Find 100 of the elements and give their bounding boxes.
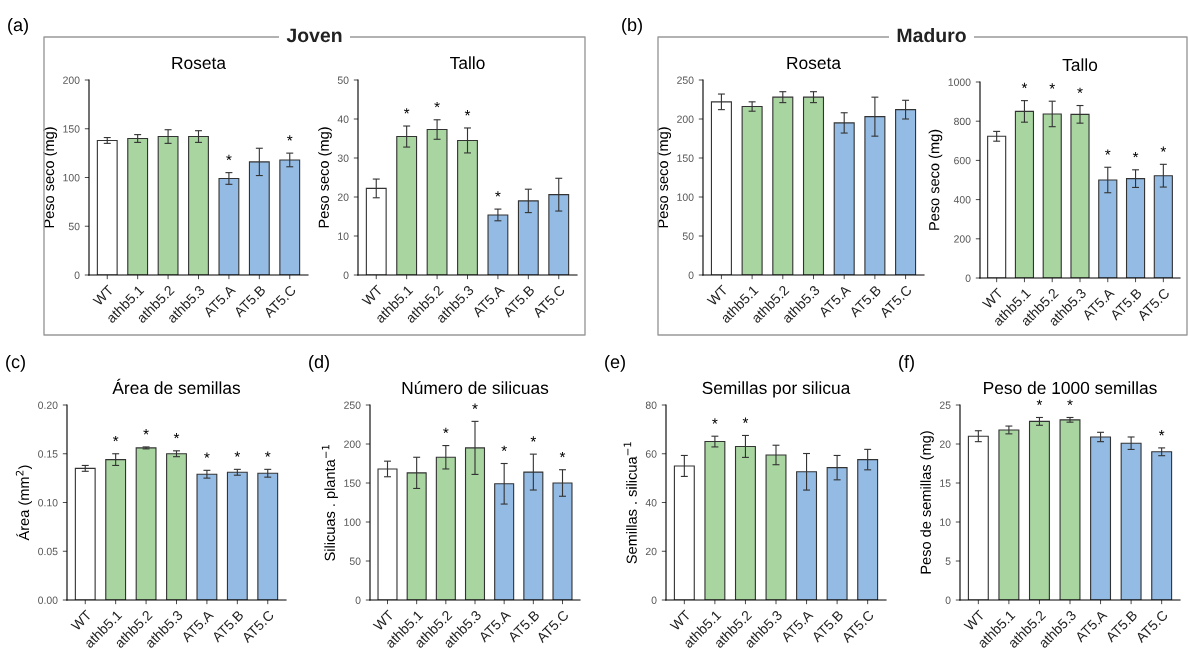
bar [1028, 420, 1050, 600]
annotation: * [1105, 149, 1111, 155]
chart-title: Roseta [787, 56, 841, 70]
annotation: * [1036, 399, 1043, 405]
annotation: * [1067, 399, 1073, 405]
bar [772, 96, 794, 275]
annotation: * [434, 101, 440, 108]
y-tick-label: 0 [688, 271, 694, 279]
y-tick-label: 80 [645, 401, 657, 409]
annotation: * [443, 427, 449, 434]
y-tick-label: 100 [677, 193, 694, 201]
y-tick-label: 50 [68, 222, 80, 231]
chart-title: Área de semillas [112, 378, 241, 395]
y-tick-label: 5 [945, 557, 951, 565]
y-tick-label: 0 [343, 271, 349, 279]
annotation: * [501, 445, 507, 452]
annotation: * [403, 108, 410, 114]
y-tick-label: 50 [337, 76, 349, 84]
y-tick-label: 0 [965, 274, 971, 282]
chart-title: Tallo [1062, 58, 1098, 72]
y-tick-label: 0.20 [38, 401, 58, 409]
bar [741, 105, 763, 275]
y-tick-label: 200 [677, 115, 694, 123]
text: (c) [6, 355, 25, 372]
y-tick-label: 60 [645, 450, 657, 458]
annotation: * [1160, 146, 1167, 152]
y-tick-label: 800 [954, 117, 971, 126]
y-tick-label: 200 [63, 76, 80, 84]
text: Joven [286, 28, 342, 43]
bar [802, 96, 825, 275]
bar [1090, 436, 1112, 600]
bar [1151, 451, 1173, 600]
chart-title: Roseta [172, 56, 226, 70]
annotation: * [464, 110, 471, 116]
y-tick-label: 1000 [948, 78, 971, 86]
y-tick-label: 40 [645, 499, 657, 507]
y-axis-title: Peso seco (mg) [657, 127, 672, 228]
y-tick-label: 0 [74, 271, 80, 279]
text: (e) [605, 355, 625, 372]
text: (f) [899, 355, 914, 372]
annotation: * [1021, 82, 1028, 89]
y-axis-title: Peso seco (mg) [928, 129, 943, 230]
y-tick-label: 25 [939, 401, 951, 409]
y-tick-label: 20 [939, 440, 951, 448]
bar [135, 447, 157, 600]
annotation: * [173, 432, 180, 439]
annotation: * [287, 135, 293, 141]
y-tick-label: 20 [337, 193, 349, 201]
y-tick-label: 200 [344, 440, 361, 448]
bar [74, 467, 96, 600]
bar [188, 135, 209, 275]
y-tick-label: 50 [349, 557, 361, 565]
y-axis-title: Peso seco (mg) [318, 127, 332, 228]
y-tick-label: 100 [344, 518, 361, 526]
y-axis-title: Área (mm$^{2}$) [15, 465, 32, 541]
annotation: * [1049, 83, 1055, 89]
annotation: * [742, 417, 749, 423]
y-axis-title: Peso de semillas (mg) [920, 431, 934, 574]
bar [487, 214, 509, 275]
bar [704, 441, 726, 600]
y-tick-label: 0.05 [38, 547, 58, 556]
y-tick-label: 0.10 [38, 499, 58, 507]
annotation: * [495, 191, 501, 197]
y-axis-title: Peso seco (mg) [43, 127, 58, 228]
bar [967, 435, 989, 600]
bar [1120, 442, 1142, 600]
bar [257, 472, 279, 600]
annotation: * [559, 451, 566, 458]
y-tick-label: 30 [337, 154, 349, 162]
annotation: * [1077, 87, 1083, 94]
y-axis-title: Silicuas . planta$^{−1}$ [321, 445, 338, 561]
annotation: * [226, 154, 232, 161]
y-tick-label: 200 [954, 235, 971, 243]
y-tick-label: 150 [63, 125, 80, 133]
bar [196, 473, 218, 600]
annotation: * [1158, 430, 1165, 436]
y-tick-label: 0 [355, 596, 361, 604]
y-tick-label: 50 [682, 232, 694, 240]
bar [127, 137, 149, 275]
annotation: * [1132, 151, 1139, 158]
y-tick-label: 150 [677, 154, 694, 162]
y-tick-label: 40 [337, 115, 349, 123]
bar [218, 177, 240, 275]
chart-title: Tallo [450, 56, 485, 70]
annotation: * [265, 451, 271, 457]
y-tick-label: 20 [645, 547, 657, 556]
text: (d) [309, 355, 329, 372]
y-tick-label: 10 [940, 518, 951, 526]
bar [96, 139, 118, 275]
bar [1059, 419, 1081, 600]
y-tick-label: 150 [344, 479, 361, 487]
chart-title: Número de silicuas [402, 381, 549, 395]
y-tick-label: 0 [945, 596, 951, 604]
bar [998, 429, 1020, 600]
text: Maduro [897, 27, 966, 43]
y-tick-label: 600 [954, 156, 971, 165]
y-tick-label: 0 [651, 596, 657, 604]
bar [987, 135, 1007, 278]
y-tick-label: 0.15 [38, 450, 58, 458]
chart-title: Peso de 1000 semillas [984, 381, 1157, 395]
